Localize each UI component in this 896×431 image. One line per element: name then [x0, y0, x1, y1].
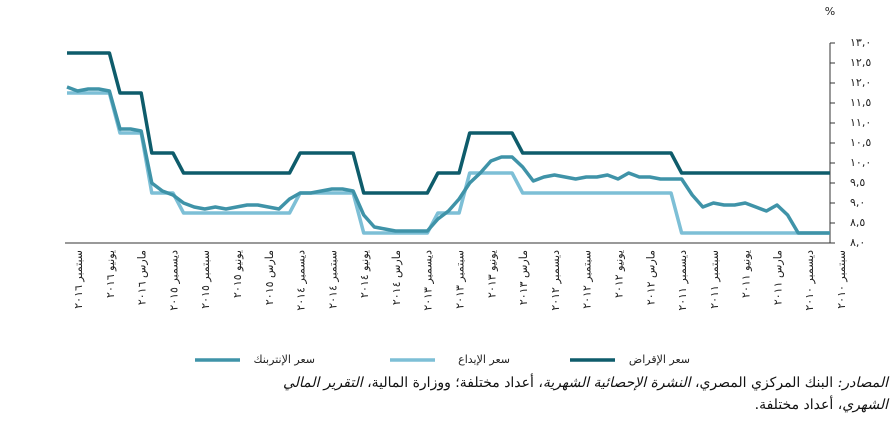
unit-label: % — [825, 5, 835, 18]
line-series — [66, 85, 830, 235]
legend-label: سعر الإنتربنك — [253, 353, 315, 366]
x-tick-label: يونيو ٢٠١١ — [740, 250, 753, 298]
legend-label: سعر الإيداع — [458, 353, 510, 366]
line-series — [67, 51, 830, 195]
x-tick-label: سبتمبر ٢٠١٢ — [581, 250, 594, 309]
y-tick-label: ١٣,٠ — [850, 36, 871, 49]
source-part: المصادر: — [837, 375, 888, 391]
source-part: النشرة الإحصائية الشهرية — [542, 375, 691, 391]
y-tick-label: ١٢,٥ — [850, 56, 871, 69]
x-tick-label: مارس ٢٠١٤ — [390, 250, 403, 305]
x-tick-label: يونيو ٢٠١٣ — [485, 250, 498, 298]
x-tick-label: ديسمبر ٢٠١٠ — [803, 250, 816, 311]
y-tick-label: ١٠,٠ — [850, 156, 871, 169]
legend-label: سعر الإقراض — [629, 353, 690, 366]
y-tick-label: ١١,٠ — [850, 116, 871, 129]
x-tick-label: يونيو ٢٠١٦ — [104, 250, 117, 298]
source-part: التقرير المالي الشهري — [282, 375, 888, 413]
x-tick-label: سبتمبر ٢٠١٠ — [835, 250, 848, 309]
y-tick-label: ٨,٥ — [850, 216, 865, 229]
x-tick-label: مارس ٢٠١١ — [771, 250, 784, 305]
source-part: ، أعداد مختلفة؛ ووزارة المالية، — [362, 375, 543, 391]
x-tick-label: ديسمبر ٢٠١٥ — [167, 250, 180, 311]
x-tick-label: ديسمبر ٢٠١٣ — [422, 250, 435, 311]
y-tick-label: ١٠,٥ — [850, 136, 871, 149]
x-tick-label: يونيو ٢٠١٤ — [358, 250, 371, 298]
x-tick-label: يونيو ٢٠١٢ — [612, 250, 625, 298]
x-tick-label: سبتمبر ٢٠١٦ — [72, 250, 85, 309]
y-tick-label: ٩,٥ — [850, 176, 865, 189]
x-tick-label: مارس ٢٠١٢ — [644, 250, 657, 305]
x-tick-label: ديسمبر ٢٠١٤ — [295, 250, 308, 311]
x-tick-label: مارس ٢٠١٦ — [136, 250, 149, 305]
x-tick-label: ديسمبر ٢٠١٢ — [549, 250, 562, 311]
chart: % ٨,٠ ٨,٥ ٩,٠ ٩,٥ ١٠,٠ ١٠,٥ ١١,٠ ١١,٥ ١٢,٠ ١٢,٥ ١٣… — [65, 5, 871, 366]
source-part: ، أعداد مختلفة. — [754, 397, 843, 413]
x-tick-label: سبتمبر ٢٠١٣ — [454, 250, 467, 309]
x-tick-label: سبتمبر ٢٠١٤ — [326, 250, 339, 309]
y-tick-label: ٩,٠ — [850, 196, 865, 209]
y-tick-label: ١١,٥ — [850, 96, 871, 109]
x-tick-label: يونيو ٢٠١٥ — [231, 250, 244, 298]
y-tick-label: ١٢,٠ — [850, 76, 871, 89]
source-part: البنك المركزي المصري، — [690, 375, 838, 391]
y-tick-label: ٨,٠ — [850, 236, 865, 249]
source-note: المصادر: البنك المركزي المصري، النشرة ال… — [238, 372, 888, 416]
x-tick-label: ديسمبر ٢٠١١ — [676, 250, 689, 311]
x-tick-label: سبتمبر ٢٠١٥ — [199, 250, 212, 309]
x-tick-label: سبتمبر ٢٠١١ — [708, 250, 721, 309]
x-tick-label: مارس ٢٠١٣ — [517, 250, 530, 305]
x-tick-label: مارس ٢٠١٥ — [263, 250, 276, 305]
